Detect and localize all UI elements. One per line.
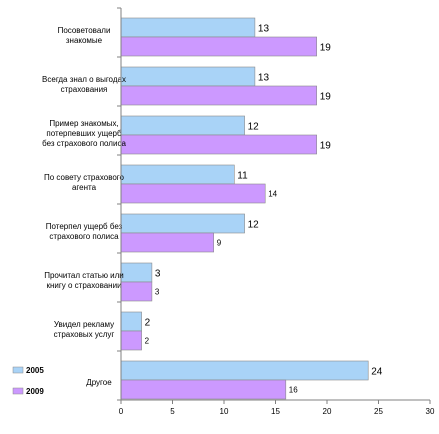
bar-2009-2 xyxy=(120,85,317,106)
bar-2005-3 xyxy=(120,115,245,136)
bars: 13 19 13 19 12 19 11 14 12 9 3 3 2 2 24 16 xyxy=(120,17,383,400)
x-tick-label-10: 10 xyxy=(220,407,229,416)
value-label-2005-2: 13 xyxy=(258,73,270,84)
x-tick-label-5: 5 xyxy=(170,407,175,416)
axes: Посоветовали знакомые Всегда знал о выгода… xyxy=(42,7,435,416)
category-label-1: Посоветовали знакомые xyxy=(58,26,111,45)
value-label-2009-6: 3 xyxy=(155,288,160,297)
value-label-2005-8: 24 xyxy=(371,367,383,378)
value-label-2009-5: 9 xyxy=(217,239,222,248)
category-label-7: Увидел рекламу страховых услуг xyxy=(54,320,115,339)
value-label-2005-4: 11 xyxy=(237,171,248,182)
value-label-2009-7: 2 xyxy=(145,337,150,346)
bar-2009-7 xyxy=(120,330,142,351)
category-label-6: Прочитал статью или книгу о страховании xyxy=(44,271,124,290)
bar-2009-4 xyxy=(120,183,266,204)
value-label-2009-2: 19 xyxy=(320,92,332,103)
x-tick-label-25: 25 xyxy=(374,407,383,416)
x-tick-label-15: 15 xyxy=(271,407,280,416)
bar-2005-7 xyxy=(120,311,142,332)
category-label-4: По совету страхового агента xyxy=(44,173,125,192)
bar-2009-6 xyxy=(120,281,153,302)
bar-2009-3 xyxy=(120,134,317,155)
value-label-2005-1: 13 xyxy=(258,24,270,35)
bar-2005-8 xyxy=(120,360,369,381)
x-tick-label-0: 0 xyxy=(119,407,124,416)
legend-label-2009: 2009 xyxy=(26,387,44,396)
value-label-2009-1: 19 xyxy=(320,43,332,54)
bar-2005-1 xyxy=(120,17,256,38)
value-label-2005-6: 3 xyxy=(155,269,161,280)
value-label-2009-3: 19 xyxy=(320,141,332,152)
bar-2009-1 xyxy=(120,36,317,57)
bar-2009-8 xyxy=(120,379,287,400)
bar-2005-2 xyxy=(120,66,256,87)
value-label-2009-8: 16 xyxy=(289,386,298,395)
bar-2005-4 xyxy=(120,164,235,185)
legend-swatch-2009 xyxy=(12,387,24,395)
category-label-3: Пример знакомых, потерпевших ущерб без стр… xyxy=(42,119,126,148)
value-label-2005-5: 12 xyxy=(248,220,260,231)
legend: 2005 2009 xyxy=(12,366,44,396)
legend-swatch-2005 xyxy=(12,366,24,374)
category-label-5: Потерпел ущерб без страхового полиса xyxy=(46,222,123,241)
category-label-2: Всегда знал о выгодах страхования xyxy=(42,75,126,94)
bar-2005-6 xyxy=(120,262,153,283)
value-label-2005-7: 2 xyxy=(145,318,151,329)
category-label-8: Другое xyxy=(86,378,112,387)
bar-2005-5 xyxy=(120,213,245,234)
value-label-2005-3: 12 xyxy=(248,122,260,133)
x-tick-label-30: 30 xyxy=(426,407,435,416)
legend-label-2005: 2005 xyxy=(26,366,44,375)
x-tick-label-20: 20 xyxy=(323,407,332,416)
value-label-2009-4: 14 xyxy=(268,190,277,199)
bar-2009-5 xyxy=(120,232,214,253)
